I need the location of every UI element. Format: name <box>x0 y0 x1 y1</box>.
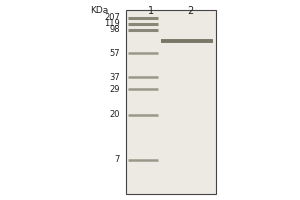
Text: 2: 2 <box>188 6 194 16</box>
Text: KDa: KDa <box>90 6 108 15</box>
Text: 207: 207 <box>104 14 120 22</box>
Text: 37: 37 <box>109 72 120 82</box>
Text: 20: 20 <box>110 110 120 119</box>
Text: 7: 7 <box>115 156 120 164</box>
Text: 1: 1 <box>148 6 154 16</box>
Text: 57: 57 <box>110 48 120 58</box>
Text: 98: 98 <box>110 25 120 34</box>
Text: 29: 29 <box>110 85 120 94</box>
Text: 119: 119 <box>104 20 120 28</box>
FancyBboxPatch shape <box>126 10 216 194</box>
